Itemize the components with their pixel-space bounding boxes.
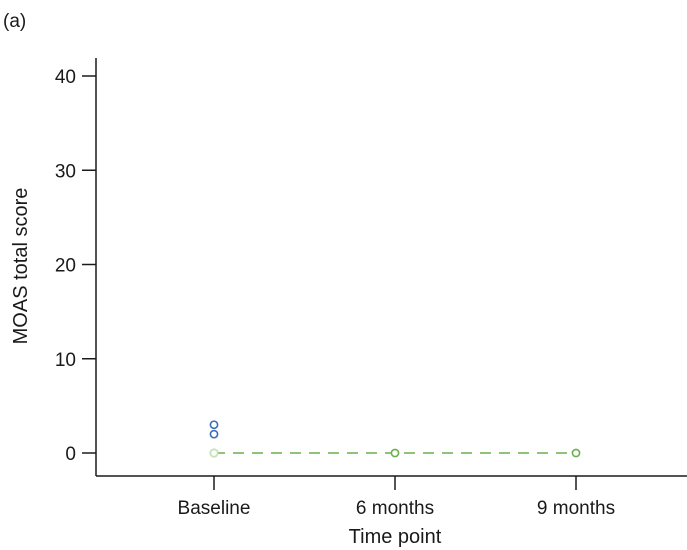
series-layer: [209, 420, 581, 458]
y-tick-label: 40: [55, 67, 76, 88]
y-tick-label: 10: [55, 350, 76, 371]
x-tick-label: Baseline: [178, 498, 251, 519]
data-point: [209, 429, 219, 439]
y-axis-title: MOAS total score: [10, 188, 32, 345]
x-axis-ticks: Baseline 6 months 9 months: [178, 476, 615, 519]
y-tick-label: 30: [55, 161, 76, 182]
x-tick-label: 9 months: [537, 498, 615, 519]
y-axis-ticks: 0 10 20 30 40: [55, 67, 96, 465]
y-tick-label: 20: [55, 256, 76, 277]
data-point: [209, 448, 219, 458]
data-point: [390, 448, 400, 458]
data-point: [571, 448, 581, 458]
x-axis-title: Time point: [349, 526, 442, 548]
y-tick-label: 0: [65, 444, 76, 465]
x-tick-label: 6 months: [356, 498, 434, 519]
data-point: [209, 420, 219, 430]
panel-label: (a): [3, 11, 26, 32]
